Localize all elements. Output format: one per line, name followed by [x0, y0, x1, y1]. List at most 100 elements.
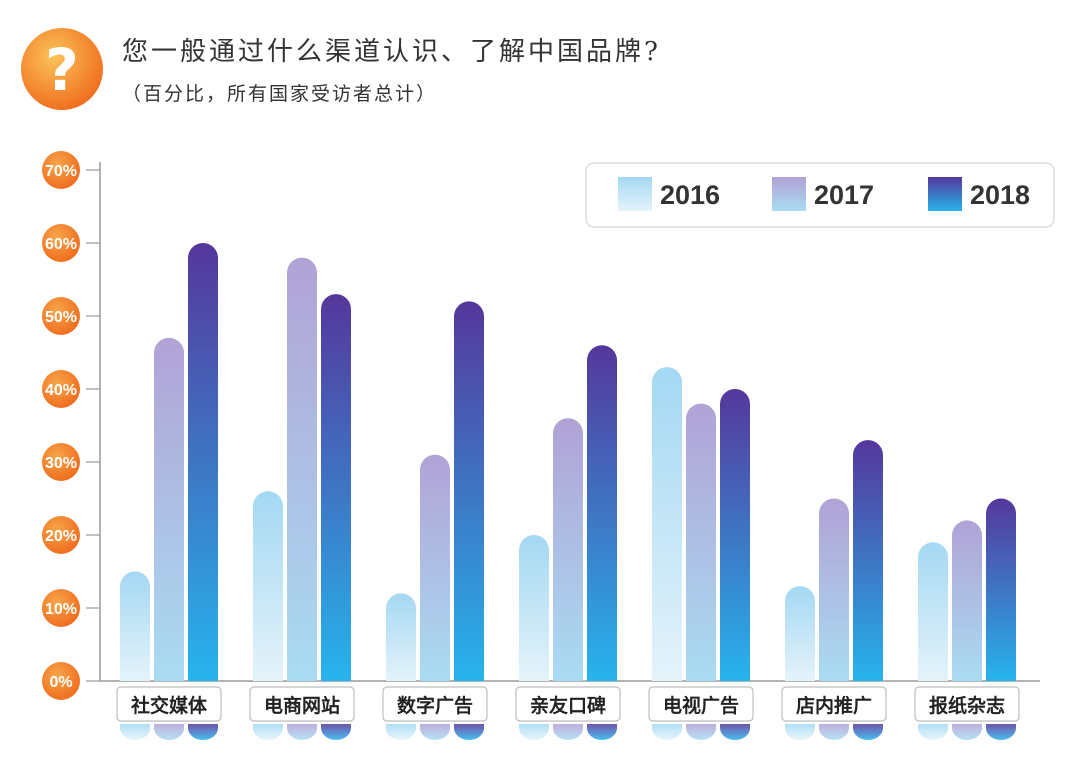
category-label-text: 社交媒体: [130, 694, 208, 717]
bar-reflection-2017-数字广告: [420, 724, 450, 740]
bar-2018-店内推广: [853, 440, 883, 681]
chart-subtitle: （百分比，所有国家受访者总计）: [122, 83, 437, 105]
y-tick-70: 70%: [42, 151, 100, 189]
bar-reflection-2018-电商网站: [321, 724, 351, 740]
bar-reflection-2018-电视广告: [720, 724, 750, 740]
category-label-1: 电商网站: [249, 686, 355, 722]
category-label-text: 亲友口碑: [530, 694, 606, 717]
y-tick-30: 30%: [42, 443, 100, 481]
y-tick-label: 60%: [45, 236, 77, 253]
category-label-6: 报纸杂志: [914, 686, 1020, 722]
category-label-box: [249, 686, 355, 722]
bar-reflection-2017-店内推广: [819, 724, 849, 740]
category-label-2: 数字广告: [382, 686, 488, 722]
y-tick-label: 10%: [45, 601, 77, 618]
category-label-text: 电视广告: [663, 694, 739, 717]
category-label-box: [648, 686, 754, 722]
bar-reflection-2018-数字广告: [454, 724, 484, 740]
bars: [120, 243, 1016, 681]
bar-reflection-2016-店内推广: [785, 724, 815, 740]
category-label-3: 亲友口碑: [515, 686, 621, 722]
y-tick-label: 40%: [45, 382, 77, 399]
bar-2016-店内推广: [785, 586, 815, 681]
bar-reflection-2018-亲友口碑: [587, 724, 617, 740]
question-badge: ?: [21, 28, 103, 110]
bar-2018-电商网站: [321, 294, 351, 681]
y-tick-20: 20%: [42, 516, 100, 554]
legend-swatch-2016: [618, 177, 652, 211]
bar-reflection-2016-亲友口碑: [519, 724, 549, 740]
bar-2017-报纸杂志: [952, 520, 982, 681]
question-mark-icon: ?: [45, 36, 79, 104]
bar-reflection-2018-店内推广: [853, 724, 883, 740]
legend: 2016 2017 2018: [585, 162, 1055, 228]
category-label-text: 电商网站: [264, 694, 340, 717]
y-axis-ticks: 0% 10% 20% 30% 40% 50% 60% 70%: [42, 151, 100, 700]
bar-reflection-2017-亲友口碑: [553, 724, 583, 740]
y-tick-10: 10%: [42, 589, 100, 627]
y-tick-label: 70%: [45, 163, 77, 180]
bar-reflection-2016-电视广告: [652, 724, 682, 740]
category-labels: 社交媒体 电商网站 数字广告 亲友口碑 电视广告 店内推广 报纸杂志: [116, 686, 1020, 722]
bar-2016-社交媒体: [120, 571, 150, 681]
bar-2017-亲友口碑: [553, 418, 583, 681]
y-tick-badge: [42, 370, 80, 408]
y-tick-0: 0%: [42, 662, 100, 700]
bar-2018-亲友口碑: [587, 345, 617, 681]
y-tick-label: 50%: [45, 309, 77, 326]
bar-2018-电视广告: [720, 389, 750, 681]
legend-label-2016: 2016: [660, 180, 720, 210]
category-label-5: 店内推广: [781, 686, 887, 722]
bar-2016-亲友口碑: [519, 535, 549, 681]
bar-reflection-2017-电视广告: [686, 724, 716, 740]
y-tick-label: 0%: [49, 674, 72, 691]
question-badge-circle: [21, 28, 103, 110]
legend-label-2018: 2018: [970, 180, 1030, 210]
y-tick-40: 40%: [42, 370, 100, 408]
bar-reflection-2017-电商网站: [287, 724, 317, 740]
bar-reflection-2016-报纸杂志: [918, 724, 948, 740]
bar-2017-数字广告: [420, 454, 450, 681]
bar-2017-店内推广: [819, 498, 849, 681]
y-tick-60: 60%: [42, 224, 100, 262]
bar-2017-社交媒体: [154, 337, 184, 681]
y-tick-badge: [42, 662, 80, 700]
category-label-box: [116, 686, 222, 722]
bar-reflection-2016-数字广告: [386, 724, 416, 740]
bar-reflections: [120, 724, 1016, 740]
category-label-text: 报纸杂志: [929, 694, 1005, 717]
category-label-text: 数字广告: [397, 694, 473, 717]
y-tick-50: 50%: [42, 297, 100, 335]
y-tick-badge: [42, 151, 80, 189]
y-tick-badge: [42, 297, 80, 335]
category-label-box: [382, 686, 488, 722]
category-label-box: [781, 686, 887, 722]
bar-reflection-2017-报纸杂志: [952, 724, 982, 740]
legend-swatch-2018: [928, 177, 962, 211]
category-label-4: 电视广告: [648, 686, 754, 722]
bar-2016-数字广告: [386, 593, 416, 681]
bar-2018-社交媒体: [188, 243, 218, 681]
bar-2017-电视广告: [686, 403, 716, 681]
bar-2018-数字广告: [454, 301, 484, 681]
bar-2016-报纸杂志: [918, 542, 948, 681]
bar-2018-报纸杂志: [986, 498, 1016, 681]
y-tick-label: 20%: [45, 528, 77, 545]
y-tick-label: 30%: [45, 455, 77, 472]
y-tick-badge: [42, 224, 80, 262]
category-label-0: 社交媒体: [116, 686, 222, 722]
legend-swatch-2017: [772, 177, 806, 211]
category-label-text: 店内推广: [796, 694, 872, 717]
category-label-box: [914, 686, 1020, 722]
y-tick-badge: [42, 443, 80, 481]
legend-label-2017: 2017: [814, 180, 874, 210]
bar-reflection-2018-报纸杂志: [986, 724, 1016, 740]
bar-2016-电商网站: [253, 491, 283, 681]
category-label-box: [515, 686, 621, 722]
bar-reflection-2016-电商网站: [253, 724, 283, 740]
chart-title: 您一般通过什么渠道认识、了解中国品牌?: [122, 37, 661, 67]
y-tick-badge: [42, 516, 80, 554]
bar-2017-电商网站: [287, 257, 317, 681]
y-tick-badge: [42, 589, 80, 627]
